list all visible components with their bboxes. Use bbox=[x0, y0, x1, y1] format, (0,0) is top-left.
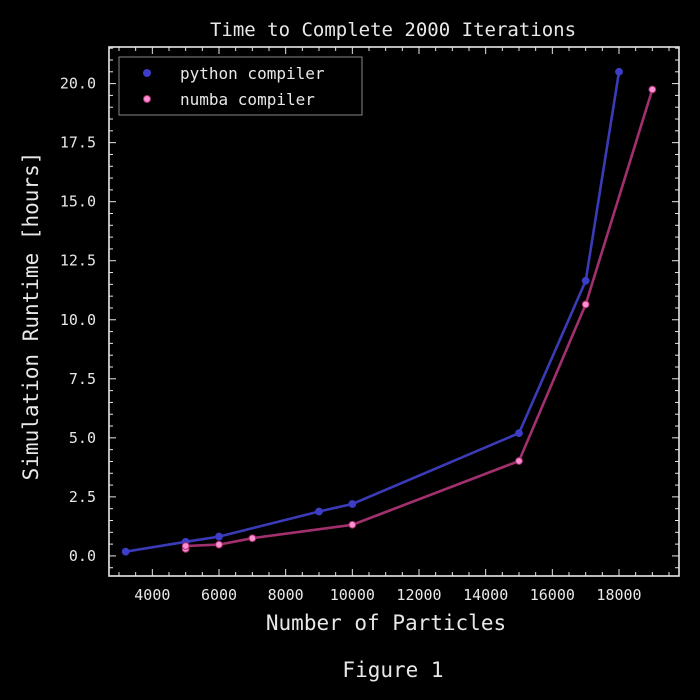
x-tick-label: 6000 bbox=[201, 586, 237, 604]
data-point-numba bbox=[215, 540, 223, 549]
series-layer bbox=[121, 67, 657, 556]
x-tick-label: 14000 bbox=[463, 586, 508, 604]
chart-title: Time to Complete 2000 Iterations bbox=[210, 19, 576, 41]
x-tick-label: 10000 bbox=[330, 586, 375, 604]
legend-label-numba: numba compiler bbox=[180, 90, 315, 109]
data-point-python bbox=[315, 507, 323, 516]
x-axis-ticks: 4000 6000 8000 10000 12000 14000 16000 18000 bbox=[118, 47, 670, 604]
plot-area: 4000 6000 8000 10000 12000 14000 16000 18000 0.… bbox=[60, 46, 680, 604]
y-tick-label: 12.5 bbox=[60, 252, 96, 270]
legend-box bbox=[118, 56, 363, 116]
axes-frame bbox=[108, 46, 680, 577]
figure-caption: Figure 1 bbox=[342, 658, 443, 682]
x-tick-label: 4000 bbox=[134, 586, 170, 604]
legend: python compiler numba compiler bbox=[118, 56, 363, 116]
y-tick-label: 20.0 bbox=[60, 75, 96, 93]
y-tick-label: 0.0 bbox=[69, 547, 96, 565]
x-tick-label: 8000 bbox=[268, 586, 304, 604]
data-point-numba bbox=[648, 85, 657, 94]
legend-label-python: python compiler bbox=[180, 64, 325, 83]
data-point-python bbox=[615, 67, 623, 76]
data-point-python bbox=[581, 276, 590, 285]
series-line-numba bbox=[184, 89, 654, 549]
data-point-python bbox=[515, 429, 523, 438]
y-tick-label: 17.5 bbox=[60, 134, 96, 152]
y-tick-label: 10.0 bbox=[60, 311, 96, 329]
data-point-numba bbox=[348, 520, 357, 529]
y-tick-label: 2.5 bbox=[69, 488, 96, 506]
data-point-python bbox=[121, 547, 130, 556]
data-point-numba bbox=[581, 300, 590, 309]
y-tick-label: 7.5 bbox=[69, 370, 96, 388]
x-tick-label: 12000 bbox=[396, 586, 441, 604]
series-line-python bbox=[125, 71, 621, 553]
x-axis-label: Number of Particles bbox=[266, 611, 506, 635]
data-point-python bbox=[348, 500, 357, 508]
data-point-numba bbox=[515, 457, 523, 465]
data-point-python bbox=[215, 532, 223, 541]
x-tick-label: 18000 bbox=[596, 586, 641, 604]
x-tick-label: 16000 bbox=[530, 586, 575, 604]
legend-marker-python bbox=[143, 69, 151, 77]
data-point-numba bbox=[181, 542, 190, 550]
data-point-numba bbox=[248, 534, 257, 543]
legend-marker-numba bbox=[143, 95, 151, 103]
y-axis-ticks: 0.0 2.5 5.0 7.5 10.0 12.5 15.0 17.5 20.0 bbox=[60, 47, 679, 569]
y-tick-label: 15.0 bbox=[60, 193, 96, 211]
y-tick-label: 5.0 bbox=[69, 429, 96, 447]
y-axis-label: Simulation Runtime [hours] bbox=[19, 152, 43, 481]
